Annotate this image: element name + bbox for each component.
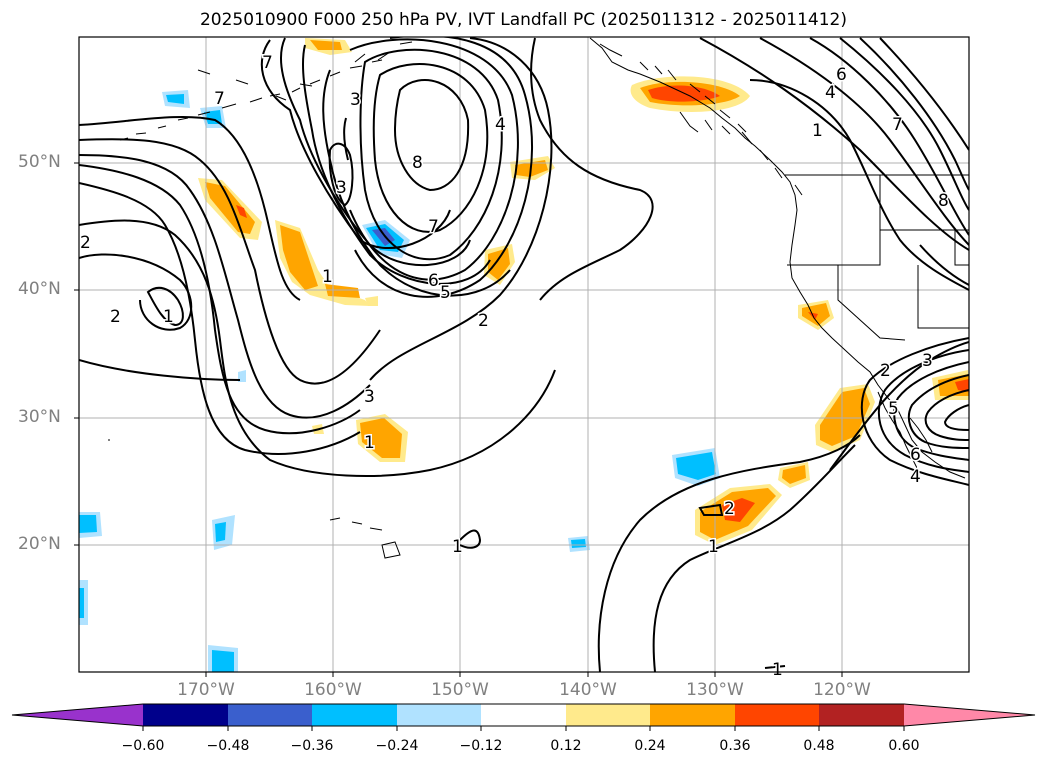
- colorbar-extend-low: [12, 704, 143, 726]
- contour-label: 3: [364, 387, 375, 407]
- lat-label: 50°N: [18, 152, 61, 172]
- contour-label: 6: [836, 65, 847, 85]
- contour-label: 6: [910, 445, 921, 465]
- contour-label: 3: [336, 178, 347, 198]
- colorbar-tick-label: −0.36: [290, 738, 334, 754]
- map-frame: [78, 36, 970, 673]
- colorbar-tick-label: 0.12: [550, 738, 582, 754]
- contour-label-group: 7 7 3 3 8 7 4 6 4 1 7 8 2 1 2 1 6 5 2 3 …: [79, 52, 951, 682]
- contour-label: 5: [440, 283, 451, 303]
- contour-label: 7: [892, 115, 903, 135]
- colorbar-tick-label: 0.36: [719, 738, 751, 754]
- contour-label: 1: [163, 307, 174, 327]
- map-title: 2025010900 F000 250 hPa PV, IVT Landfall…: [199, 10, 847, 30]
- contour-label: 3: [350, 90, 361, 110]
- colorbar-tick-label: 0.60: [888, 738, 920, 754]
- contour-label: 1: [708, 537, 719, 557]
- contour-label: 6: [428, 271, 439, 291]
- lat-label: 40°N: [18, 279, 61, 299]
- lon-label: 130°W: [686, 680, 744, 700]
- contour-label: 5: [888, 399, 899, 419]
- colorbar-tick-label: −0.48: [206, 738, 250, 754]
- contour-label: 2: [880, 361, 891, 381]
- contour-label: 8: [412, 153, 423, 173]
- colorbar-tick-label: 0.48: [803, 738, 835, 754]
- axis-ticks: [74, 162, 843, 677]
- colorbar-tick-label: −0.60: [121, 738, 165, 754]
- lon-label: 170°W: [177, 680, 235, 700]
- lon-label: 160°W: [304, 680, 362, 700]
- gridlines: [79, 37, 969, 672]
- contour-label: 4: [910, 467, 921, 487]
- contour-label: 1: [322, 267, 333, 287]
- colorbar-extend-high: [904, 704, 1035, 726]
- contour-label: 8: [938, 191, 949, 211]
- lon-label: 140°W: [559, 680, 617, 700]
- contour-label: 1: [364, 433, 375, 453]
- contour-label: 4: [825, 83, 836, 103]
- contour-label: 2: [110, 307, 121, 327]
- contour-label: 1: [452, 537, 463, 557]
- negative-anomaly-regions: [79, 90, 720, 672]
- contour-label: 1: [812, 121, 823, 141]
- shading-layer: [79, 38, 969, 672]
- contour-label: 2: [478, 311, 489, 331]
- lon-label: 120°W: [813, 680, 871, 700]
- colorbar: [11, 703, 1036, 731]
- contour-label: 7: [428, 217, 439, 237]
- coastlines: [108, 37, 969, 559]
- contour-label: 7: [262, 53, 273, 73]
- contour-label: 3: [922, 351, 933, 371]
- contour-label: 4: [495, 115, 506, 135]
- colorbar-tick-label: 0.24: [634, 738, 666, 754]
- lat-label: 30°N: [18, 407, 61, 427]
- lat-label: 20°N: [18, 534, 61, 554]
- lon-label: 150°W: [431, 680, 489, 700]
- colorbar-tick-label: −0.24: [375, 738, 419, 754]
- colorbar-tick-label: −0.12: [459, 738, 503, 754]
- contour-label: 2: [724, 499, 735, 519]
- contour-label: 2: [80, 233, 91, 253]
- contour-label: 7: [214, 89, 225, 109]
- pv-contours: [79, 37, 969, 672]
- positive-anomaly-regions: [198, 38, 969, 545]
- contour-label: 1: [772, 660, 783, 680]
